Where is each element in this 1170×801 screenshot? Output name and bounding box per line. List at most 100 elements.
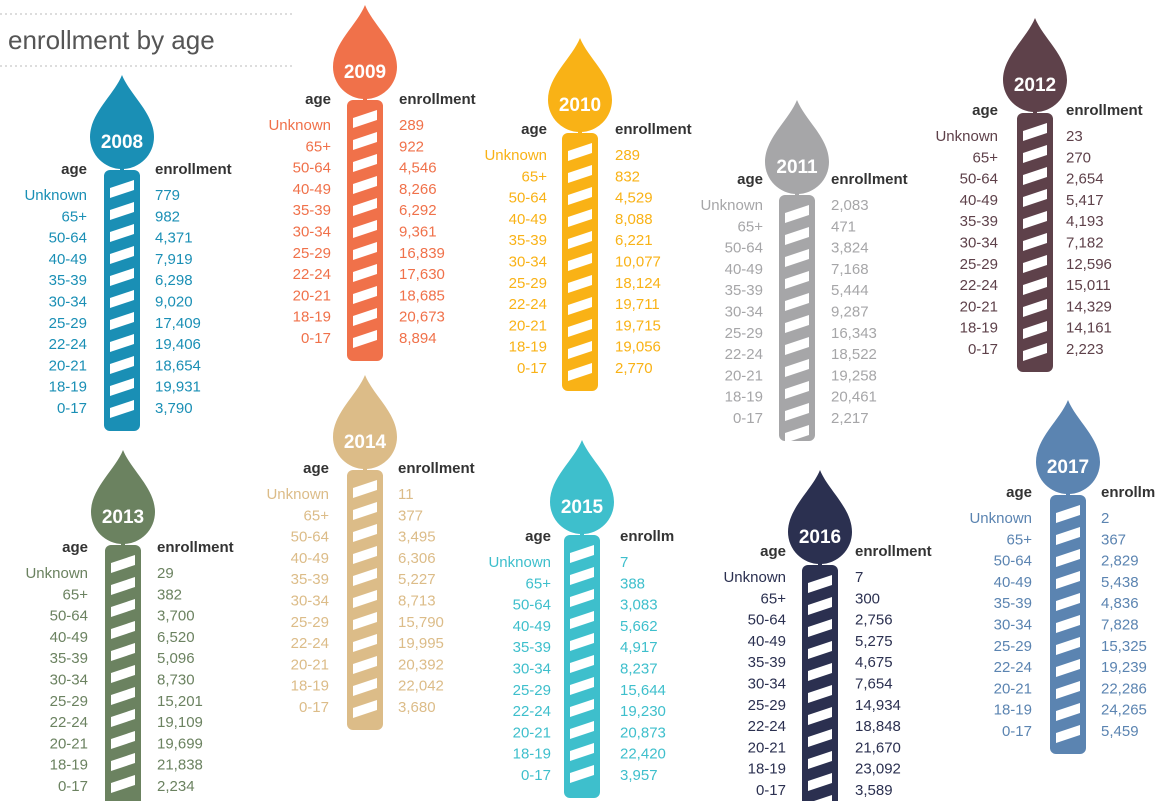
age-label: 50-64 xyxy=(994,553,1032,570)
enrollment-value: 3,824 xyxy=(831,240,869,257)
age-label: 40-49 xyxy=(994,574,1032,591)
stripe xyxy=(568,231,592,249)
flame xyxy=(333,5,397,99)
age-label: Unknown xyxy=(488,554,551,571)
column-header: enrollm xyxy=(620,528,674,545)
stripe xyxy=(110,290,134,308)
age-label: 65+ xyxy=(306,138,332,155)
age-label: 40-49 xyxy=(513,618,551,635)
stripe xyxy=(570,699,594,717)
column-header: enrollment xyxy=(155,161,232,178)
candle-body xyxy=(802,565,838,801)
stripe xyxy=(568,275,592,293)
enrollment-value: 5,662 xyxy=(620,618,658,635)
enrollment-value: 22,286 xyxy=(1101,680,1147,697)
age-label: 40-49 xyxy=(50,629,88,646)
stripe xyxy=(111,577,135,595)
enrollment-value: 19,258 xyxy=(831,367,877,384)
age-label: Unknown xyxy=(24,187,87,204)
stripe xyxy=(110,334,134,352)
column-header: age xyxy=(521,121,547,138)
age-label: 40-49 xyxy=(291,550,329,567)
age-label: 65+ xyxy=(522,168,548,185)
flame xyxy=(788,470,852,564)
age-label: Unknown xyxy=(484,147,547,164)
age-label: 50-64 xyxy=(291,529,329,546)
stripe xyxy=(110,356,134,374)
age-label: 30-34 xyxy=(513,660,551,677)
stripe xyxy=(808,751,832,769)
age-label: 22-24 xyxy=(725,346,763,363)
stripe xyxy=(785,381,809,399)
enrollment-value: 3,957 xyxy=(620,767,658,784)
stripe xyxy=(110,246,134,264)
stripe xyxy=(568,209,592,227)
enrollment-value: 15,790 xyxy=(398,614,444,631)
stripe xyxy=(353,220,377,238)
enrollment-value: 7,654 xyxy=(855,675,893,692)
enrollment-value: 15,201 xyxy=(157,693,203,710)
enrollment-value: 16,343 xyxy=(831,325,877,342)
age-label: 25-29 xyxy=(49,315,87,332)
enrollment-value: 20,461 xyxy=(831,389,877,406)
age-label: 50-64 xyxy=(513,597,551,614)
stripe xyxy=(570,633,594,651)
stripe xyxy=(110,400,134,418)
enrollment-value: 22,042 xyxy=(398,678,444,695)
stripe xyxy=(808,663,832,681)
age-label: Unknown xyxy=(723,569,786,586)
enrollment-value: 388 xyxy=(620,575,645,592)
age-label: Unknown xyxy=(266,486,329,503)
enrollment-value: 7,168 xyxy=(831,261,869,278)
enrollment-value: 3,700 xyxy=(157,608,195,625)
stripe xyxy=(353,590,377,608)
stripe xyxy=(568,253,592,271)
enrollment-value: 17,409 xyxy=(155,315,201,332)
stripe xyxy=(1023,233,1047,251)
enrollment-value: 19,056 xyxy=(615,339,661,356)
age-label: 65+ xyxy=(62,208,88,225)
year-label: 2014 xyxy=(344,432,387,453)
enrollment-value: 289 xyxy=(615,147,640,164)
enrollment-value: 8,088 xyxy=(615,211,653,228)
stripe xyxy=(110,202,134,220)
enrollment-value: 6,298 xyxy=(155,272,193,289)
age-label: 22-24 xyxy=(293,266,331,283)
age-label: 40-49 xyxy=(49,251,87,268)
stripe xyxy=(111,753,135,771)
enrollment-value: 270 xyxy=(1066,149,1091,166)
column-header: enrollm xyxy=(1101,484,1155,501)
age-label: 20-21 xyxy=(994,680,1032,697)
stripe xyxy=(353,242,377,260)
stripe xyxy=(111,687,135,705)
stripe xyxy=(570,721,594,739)
stripe xyxy=(568,363,592,381)
stripe xyxy=(111,709,135,727)
age-label: 20-21 xyxy=(725,367,763,384)
enrollment-value: 832 xyxy=(615,168,640,185)
stripe xyxy=(568,165,592,183)
flame xyxy=(765,100,829,194)
age-label: 25-29 xyxy=(725,325,763,342)
age-label: 35-39 xyxy=(748,654,786,671)
stripe xyxy=(353,612,377,630)
age-label: 0-17 xyxy=(57,400,87,417)
flame xyxy=(1003,18,1067,112)
stripe xyxy=(353,154,377,172)
age-label: 18-19 xyxy=(49,379,87,396)
stripe xyxy=(1023,145,1047,163)
stripe xyxy=(1056,505,1080,523)
age-label: Unknown xyxy=(700,197,763,214)
age-label: 30-34 xyxy=(293,223,331,240)
enrollment-value: 14,329 xyxy=(1066,298,1112,315)
enrollment-value: 5,438 xyxy=(1101,574,1139,591)
age-label: 22-24 xyxy=(960,277,998,294)
stripe xyxy=(353,198,377,216)
stripe xyxy=(353,176,377,194)
enrollment-value: 922 xyxy=(399,138,424,155)
stripe xyxy=(785,271,809,289)
enrollment-value: 21,670 xyxy=(855,739,901,756)
stripe xyxy=(353,480,377,498)
column-header: enrollment xyxy=(157,539,234,556)
